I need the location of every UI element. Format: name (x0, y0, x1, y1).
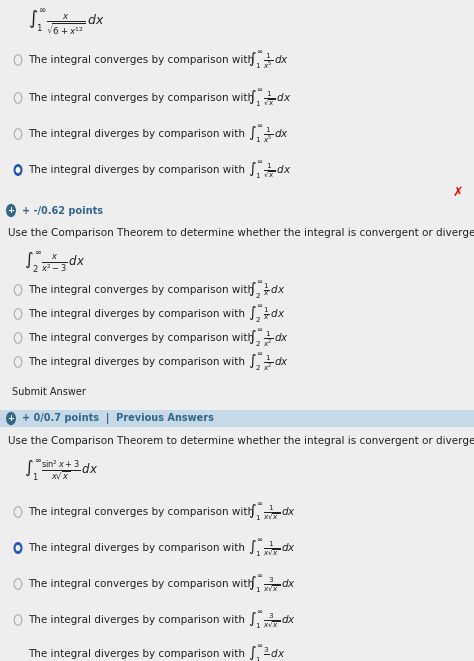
Text: The integral converges by comparison with: The integral converges by comparison wit… (28, 579, 254, 589)
Text: + 0/0.7 points  |  Previous Answers: + 0/0.7 points | Previous Answers (22, 413, 214, 424)
Text: The integral diverges by comparison with: The integral diverges by comparison with (28, 615, 245, 625)
FancyBboxPatch shape (6, 490, 468, 650)
Text: $\int_{2}^{\infty} \frac{x}{x^2 - 3} \, dx$: $\int_{2}^{\infty} \frac{x}{x^2 - 3} \, … (24, 249, 85, 274)
Text: $\int_{1}^{\infty} \frac{1}{x^5} \, dx$: $\int_{1}^{\infty} \frac{1}{x^5} \, dx$ (248, 49, 289, 71)
Text: The integral converges by comparison with: The integral converges by comparison wit… (28, 285, 254, 295)
Text: $\int_{1}^{\infty} \frac{3}{x\sqrt{x}} \, dx$: $\int_{1}^{\infty} \frac{3}{x\sqrt{x}} \… (248, 573, 296, 595)
Text: The integral diverges by comparison with: The integral diverges by comparison with (28, 165, 245, 175)
Circle shape (16, 168, 20, 173)
Text: $\int_{2}^{\infty} \frac{1}{x^2} \, dx$: $\int_{2}^{\infty} \frac{1}{x^2} \, dx$ (248, 351, 289, 373)
Text: $\int_{1}^{\infty} \frac{\sin^2 x + 3}{x\sqrt{x}} \, dx$: $\int_{1}^{\infty} \frac{\sin^2 x + 3}{x… (24, 457, 98, 483)
Text: $\int_{2}^{\infty} \frac{1}{x} \, dx$: $\int_{2}^{\infty} \frac{1}{x} \, dx$ (248, 279, 285, 301)
Text: $\int_{1}^{\infty} \frac{1}{\sqrt{x}} \, dx$: $\int_{1}^{\infty} \frac{1}{\sqrt{x}} \,… (248, 87, 292, 109)
Text: The integral diverges by comparison with: The integral diverges by comparison with (28, 357, 245, 367)
Circle shape (7, 412, 15, 424)
Text: $\int_{1}^{\infty} \frac{1}{x\sqrt{x}} \, dx$: $\int_{1}^{\infty} \frac{1}{x\sqrt{x}} \… (248, 537, 296, 559)
Text: $\int_{1}^{\infty} \frac{1}{\sqrt{x}} \, dx$: $\int_{1}^{\infty} \frac{1}{\sqrt{x}} \,… (248, 159, 292, 181)
Text: The integral converges by comparison with: The integral converges by comparison wit… (28, 333, 254, 343)
Text: +: + (8, 206, 15, 215)
Text: $\int_{1}^{\infty} \frac{3}{x\sqrt{x}} \, dx$: $\int_{1}^{\infty} \frac{3}{x\sqrt{x}} \… (248, 609, 296, 631)
Text: $\int_{1}^{\infty} \frac{1}{x^5} \, dx$: $\int_{1}^{\infty} \frac{1}{x^5} \, dx$ (248, 123, 289, 145)
FancyBboxPatch shape (0, 202, 474, 219)
Text: $\int_{1}^{\infty} \frac{3}{\,\,} \, dx$: $\int_{1}^{\infty} \frac{3}{\,\,} \, dx$ (248, 643, 285, 661)
Text: $\int_{2}^{\infty} \frac{1}{x} \, dx$: $\int_{2}^{\infty} \frac{1}{x} \, dx$ (248, 303, 285, 325)
Circle shape (14, 165, 22, 175)
Text: The integral diverges by comparison with: The integral diverges by comparison with (28, 309, 245, 319)
Circle shape (7, 204, 15, 216)
Text: Use the Comparison Theorem to determine whether the integral is convergent or di: Use the Comparison Theorem to determine … (8, 436, 474, 446)
Circle shape (16, 545, 20, 551)
Text: Use the Comparison Theorem to determine whether the integral is convergent or di: Use the Comparison Theorem to determine … (8, 228, 474, 238)
Text: $\int_{2}^{\infty} \frac{1}{x^2} \, dx$: $\int_{2}^{\infty} \frac{1}{x^2} \, dx$ (248, 327, 289, 349)
FancyBboxPatch shape (6, 36, 468, 198)
Text: $\int_{1}^{\infty} \frac{x}{\sqrt{6 + x^{12}}} \, dx$: $\int_{1}^{\infty} \frac{x}{\sqrt{6 + x^… (28, 7, 105, 37)
Text: The integral diverges by comparison with: The integral diverges by comparison with (28, 543, 245, 553)
Text: ✗: ✗ (453, 186, 463, 198)
Text: The integral diverges by comparison with: The integral diverges by comparison with (28, 649, 245, 659)
Text: The integral converges by comparison with: The integral converges by comparison wit… (28, 507, 254, 517)
Text: + -/0.62 points: + -/0.62 points (22, 206, 103, 215)
Text: Submit Answer: Submit Answer (12, 387, 86, 397)
Text: The integral converges by comparison with: The integral converges by comparison wit… (28, 93, 254, 103)
Text: The integral converges by comparison with: The integral converges by comparison wit… (28, 55, 254, 65)
FancyBboxPatch shape (0, 410, 474, 427)
Circle shape (14, 543, 22, 553)
Text: The integral diverges by comparison with: The integral diverges by comparison with (28, 129, 245, 139)
Text: +: + (8, 414, 15, 423)
Text: $\int_{1}^{\infty} \frac{1}{x\sqrt{x}} \, dx$: $\int_{1}^{\infty} \frac{1}{x\sqrt{x}} \… (248, 501, 296, 523)
